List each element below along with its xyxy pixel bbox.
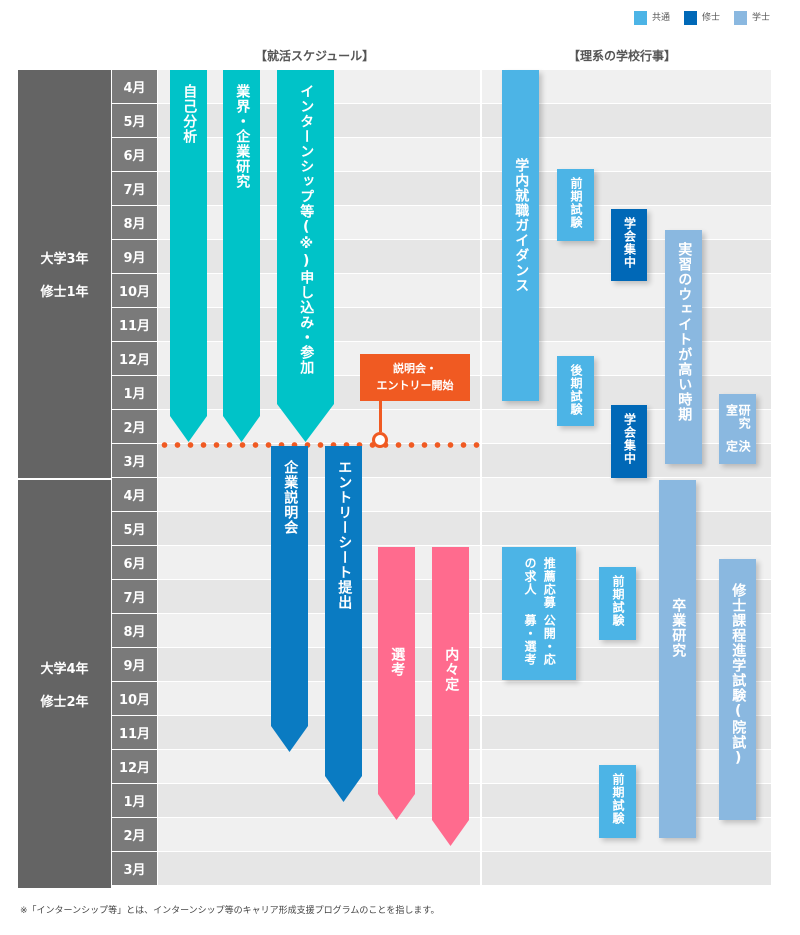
bar-label: 前期試験 <box>611 575 625 627</box>
bar-label: 後期試験 <box>569 364 583 416</box>
column-divider <box>480 70 482 888</box>
legend-swatch <box>683 10 697 25</box>
legend-label: 学士 <box>751 13 770 23</box>
bar-label: 選考 <box>389 647 406 677</box>
month-label: 7月 <box>112 580 157 613</box>
legend-label: 共通 <box>651 13 670 23</box>
month-label: 12月 <box>112 342 157 375</box>
grid-row <box>158 852 771 886</box>
internship-arrow: インターンシップ等(※) 申し込み・参加 <box>277 70 334 442</box>
month-label: 10月 <box>112 682 157 715</box>
year-label: 大学3年 <box>40 252 89 267</box>
month-label: 6月 <box>112 138 157 171</box>
month-label: 10月 <box>112 274 157 307</box>
lab-assignment-bar: 研究室 決定 <box>719 394 756 464</box>
legend-swatch <box>633 10 647 25</box>
legend: 共通 修士 学士 <box>633 10 770 25</box>
month-label: 2月 <box>112 410 157 443</box>
callout-text: エントリー開始 <box>376 378 454 392</box>
month-label: 3月 <box>112 852 157 885</box>
career-guidance-bar: 学内就職ガイダンス <box>502 70 539 401</box>
grid-row <box>158 104 771 138</box>
month-label: 11月 <box>112 716 157 749</box>
bar-label: 学会集中 <box>622 217 637 269</box>
month-label: 7月 <box>112 172 157 205</box>
year-label: 修士1年 <box>40 285 89 300</box>
self-analysis-arrow: 自己分析 <box>170 70 207 442</box>
legend-bachelor: 学士 <box>733 10 770 25</box>
conference-bar: 学会集中 <box>611 405 647 478</box>
bar-label: 前期試験 <box>569 177 583 229</box>
informal-offer-arrow: 内々定 <box>432 547 469 846</box>
month-label: 4月 <box>112 70 157 103</box>
month-label: 1月 <box>112 784 157 817</box>
month-label: 11月 <box>112 308 157 341</box>
year-label: 大学4年 <box>40 662 89 677</box>
industry-research-arrow: 業界・企業研究 <box>223 70 260 442</box>
bar-label: 業界・企業研究 <box>234 84 251 189</box>
company-seminar-arrow: 企業説明会 <box>271 446 308 752</box>
month-label: 12月 <box>112 750 157 783</box>
month-label: 9月 <box>112 240 157 273</box>
grid-row <box>158 138 771 172</box>
month-label: 4月 <box>112 478 157 511</box>
selection-arrow: 選考 <box>378 547 415 820</box>
bar-label: 推薦応募の求人 <box>523 557 557 609</box>
entry-sheet-arrow: エントリーシート提出 <box>325 446 362 802</box>
month-label: 9月 <box>112 648 157 681</box>
bar-label: 自己分析 <box>181 84 198 144</box>
year-block-2: 大学4年修士2年 <box>18 480 111 888</box>
year-block-1: 大学3年修士1年 <box>18 70 111 478</box>
legend-master: 修士 <box>683 10 720 25</box>
first-term-exam-bar: 前期試験 <box>599 567 636 640</box>
month-label: 6月 <box>112 546 157 579</box>
bar-label: 企業説明会 <box>282 460 299 535</box>
first-term-exam-bar: 前期試験 <box>557 169 594 241</box>
bar-label: 前期試験 <box>611 773 625 825</box>
bar-label: エントリーシート提出 <box>336 460 353 610</box>
bar-label: 修士課程進学試験(院試) <box>730 583 747 767</box>
month-label: 3月 <box>112 444 157 477</box>
bar-label: 実習のウェイトが高い時期 <box>676 242 693 422</box>
first-term-exam-bar: 前期試験 <box>599 765 636 838</box>
conference-bar: 学会集中 <box>611 209 647 281</box>
bar-label: 学内就職ガイダンス <box>513 158 530 293</box>
bar-label: 内々定 <box>443 647 460 692</box>
legend-label: 修士 <box>701 13 720 23</box>
month-label: 1月 <box>112 376 157 409</box>
callout-marker <box>372 432 388 448</box>
grid-row <box>158 172 771 206</box>
bar-label: 学会集中 <box>622 413 637 465</box>
graduate-exam-bar: 修士課程進学試験(院試) <box>719 559 756 820</box>
legend-common: 共通 <box>633 10 670 25</box>
year-label: 修士2年 <box>40 695 89 710</box>
month-label: 2月 <box>112 818 157 851</box>
practicum-bar: 実習のウェイトが高い時期 <box>665 230 702 464</box>
callout-line <box>379 401 382 432</box>
bar-label: 申し込み・参加 <box>298 270 315 375</box>
bar-label: 研究室 <box>724 404 752 430</box>
job-schedule-heading: 【就活スケジュール】 <box>255 49 375 63</box>
recommendation-bar: 推薦応募の求人 公開・応募・選考 <box>502 547 576 680</box>
bar-label: 卒業研究 <box>670 598 687 658</box>
callout-box: 説明会・エントリー開始 <box>360 354 470 401</box>
bar-label: インターンシップ等(※) <box>298 84 315 270</box>
month-label: 8月 <box>112 614 157 647</box>
month-label: 5月 <box>112 512 157 545</box>
school-events-heading: 【理系の学校行事】 <box>568 49 677 63</box>
bar-label: 決定 <box>724 440 752 453</box>
month-label: 8月 <box>112 206 157 239</box>
callout-text: 説明会・ <box>393 362 437 375</box>
graduation-research-bar: 卒業研究 <box>659 480 696 838</box>
month-label: 5月 <box>112 104 157 137</box>
legend-swatch <box>733 10 747 25</box>
bar-label: 公開・応募・選考 <box>523 614 557 667</box>
footnote: ※「インターンシップ等」とは、インターンシップ等のキャリア形成支援プログラムのこ… <box>20 906 440 916</box>
grid-row <box>158 70 771 104</box>
second-term-exam-bar: 後期試験 <box>557 356 594 426</box>
dotted-divider <box>158 442 486 448</box>
